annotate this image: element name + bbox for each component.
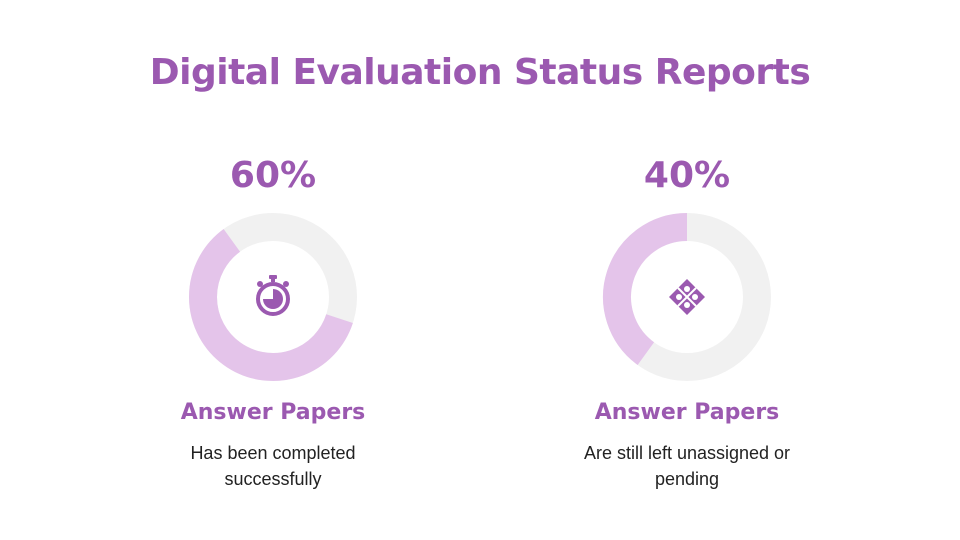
stopwatch-right-knob bbox=[283, 281, 289, 287]
donut-chart bbox=[189, 213, 357, 381]
card-description-line-1: Has been completed bbox=[190, 443, 356, 463]
card-label: Answer Papers bbox=[594, 400, 780, 425]
percent-value: 40% bbox=[643, 155, 731, 196]
stopwatch-icon bbox=[256, 275, 290, 316]
card-description: Are still left unassigned or pending bbox=[527, 440, 847, 492]
stopwatch-left-knob bbox=[257, 281, 263, 287]
card-description-line-2: successfully bbox=[224, 469, 322, 489]
puzzle-knob-top bbox=[684, 286, 690, 292]
card-description-line-2: pending bbox=[654, 469, 720, 489]
stopwatch-hand bbox=[263, 289, 283, 309]
donut-segment bbox=[603, 213, 688, 365]
status-card-pending: 40% Answer Papers Are still left unassig… bbox=[527, 150, 847, 492]
percent-value: 60% bbox=[229, 155, 317, 196]
puzzle-knob-left bbox=[676, 294, 682, 300]
puzzle-cut-lines bbox=[677, 287, 697, 307]
card-description: Has been completed successfully bbox=[113, 440, 433, 492]
puzzle-icon bbox=[669, 279, 705, 315]
status-card-completed: 60% Answer Papers Has been completed suc… bbox=[113, 150, 433, 492]
puzzle-knob-right bbox=[692, 294, 698, 300]
donut-segment bbox=[189, 229, 353, 381]
puzzle-knob-bottom bbox=[684, 302, 690, 308]
page-title: Digital Evaluation Status Reports bbox=[149, 52, 811, 93]
stopwatch-stem bbox=[271, 278, 275, 282]
stopwatch-face bbox=[256, 282, 290, 316]
card-description-line-1: Are still left unassigned or bbox=[583, 443, 791, 463]
donut-chart bbox=[603, 213, 771, 381]
card-label: Answer Papers bbox=[180, 400, 366, 425]
